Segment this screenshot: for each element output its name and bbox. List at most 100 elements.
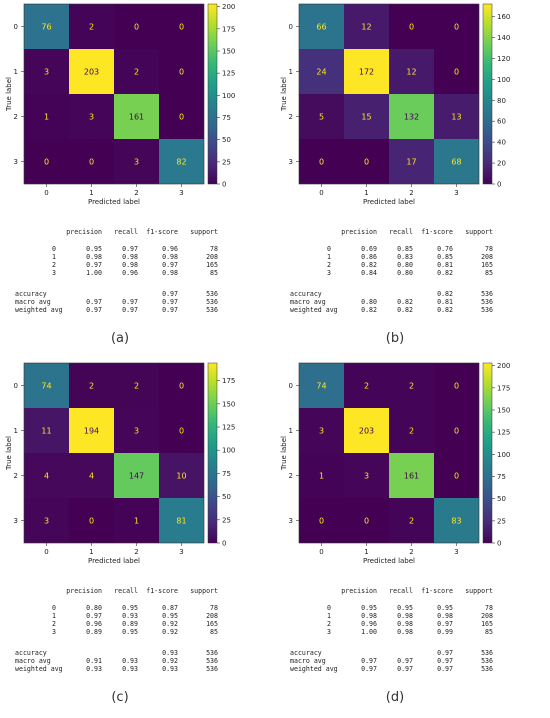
colorbar-tick-label: 150 [497, 406, 510, 414]
matrix-cell [389, 4, 434, 49]
cell-value-label: 83 [451, 517, 461, 526]
report-value: 0.89 [122, 620, 138, 628]
report-value: 208 [206, 612, 218, 620]
report-value: 1.00 [361, 628, 377, 636]
matrix-cell [344, 453, 389, 498]
report-value: 0.91 [86, 657, 102, 665]
matrix-cell [159, 94, 204, 139]
report-header: recall [389, 587, 413, 595]
panel-b: 66 12 0 0 24 172 12 0 5 15 132 13 0 0 17 68 0 0 1 1 2 2 3 3 Pred… [275, 0, 550, 359]
cell-value-label: 0 [44, 158, 49, 167]
matrix-cell [389, 408, 434, 453]
colorbar-tick-label: 175 [497, 384, 510, 392]
report-header: support [465, 587, 493, 595]
matrix-cell [114, 498, 159, 543]
colorbar-tick-label: 100 [222, 447, 235, 455]
y-tick-label: 2 [14, 113, 18, 121]
cell-value-label: 68 [451, 158, 461, 167]
report-value: 0.82 [437, 306, 453, 314]
y-tick-label: 2 [289, 113, 293, 121]
matrix-cell [114, 49, 159, 94]
cell-value-label: 82 [176, 158, 186, 167]
report-value: 0.98 [122, 261, 138, 269]
report-row-label: 0 [327, 245, 331, 253]
report-value: 0.96 [361, 620, 377, 628]
report-header: recall [389, 228, 413, 236]
report-row-label: 0 [327, 604, 331, 612]
colorbar-tick-label: 0 [497, 540, 501, 548]
report-row-label: macro avg [290, 657, 326, 665]
colorbar-tick-label: 40 [497, 139, 506, 147]
report-value: 0.86 [361, 253, 377, 261]
report-header: f1-score [146, 228, 178, 236]
cell-value-label: 147 [129, 472, 144, 481]
report-value: 0.80 [361, 298, 377, 306]
colorbar-tick-label: 100 [497, 76, 510, 84]
report-header: f1-score [146, 587, 178, 595]
report-row-label: 3 [52, 269, 56, 277]
cell-value-label: 4 [44, 472, 49, 481]
confusion-matrix-chart: 74 2 2 011 194 3 04 4 147 103 0 1 8100112233Predicte… [5, 362, 235, 565]
cell-value-label: 3 [134, 158, 139, 167]
report-row-label: 2 [52, 261, 56, 269]
report-value: 78 [210, 245, 218, 253]
matrix-cell [24, 49, 69, 94]
report-value: 0.97 [437, 620, 453, 628]
report-value: 0.84 [361, 269, 377, 277]
report-value: 0.80 [86, 604, 102, 612]
matrix-cell [434, 139, 479, 184]
report-value: 0.98 [397, 628, 413, 636]
report-value: 0.93 [162, 665, 178, 673]
report-header: precision [341, 587, 377, 595]
y-tick-label: 3 [289, 517, 293, 525]
cell-value-label: 3 [44, 68, 49, 77]
report-value: 0.97 [86, 612, 102, 620]
colorbar-tick-label: 125 [222, 70, 235, 78]
matrix-cell [389, 363, 434, 408]
panel-caption: (b) [385, 331, 405, 346]
matrix-cell [434, 49, 479, 94]
y-tick-label: 3 [14, 158, 18, 166]
report-row-label: 1 [52, 612, 56, 620]
cell-value-label: 13 [451, 113, 461, 122]
cell-value-label: 4 [89, 472, 94, 481]
matrix-cell [299, 94, 344, 139]
report-value: 0.82 [437, 269, 453, 277]
report-row-label: weighted avg [290, 665, 338, 673]
colorbar-tick-label: 150 [222, 47, 235, 55]
report-value: 0.97 [86, 261, 102, 269]
y-tick-label: 2 [14, 472, 18, 480]
colorbar-tick-label: 200 [497, 362, 510, 370]
colorbar-tick-label: 0 [497, 181, 501, 189]
cell-value-label: 0 [179, 427, 184, 436]
y-tick-label: 1 [289, 68, 293, 76]
matrix-cell [434, 363, 479, 408]
colorbar-tick-label: 80 [497, 97, 506, 105]
report-value: 536 [206, 290, 218, 298]
matrix-cell [159, 408, 204, 453]
colorbar-tick-label: 160 [497, 13, 510, 21]
colorbar-tick-label: 175 [222, 377, 235, 385]
cell-value-label: 10 [176, 472, 186, 481]
report-row-label: accuracy [290, 290, 322, 298]
report-value: 78 [485, 604, 493, 612]
report-value: 0.69 [361, 245, 377, 253]
matrix-cell [344, 49, 389, 94]
report-value: 0.98 [397, 620, 413, 628]
report-value: 536 [481, 649, 493, 657]
report-value: 0.85 [437, 253, 453, 261]
x-tick-label: 3 [454, 189, 458, 197]
matrix-frame [298, 362, 480, 544]
x-axis-label: Predicted label [88, 557, 140, 565]
report-value: 0.89 [86, 628, 102, 636]
matrix-cell [69, 4, 114, 49]
y-axis-label: True label [280, 77, 288, 112]
matrix-cell [24, 139, 69, 184]
y-tick-label: 1 [14, 427, 18, 435]
matrix-cell [114, 453, 159, 498]
report-row-label: accuracy [15, 649, 47, 657]
cell-value-label: 2 [89, 23, 94, 32]
matrix-cell [299, 49, 344, 94]
report-value: 85 [485, 269, 493, 277]
matrix-cell [159, 49, 204, 94]
